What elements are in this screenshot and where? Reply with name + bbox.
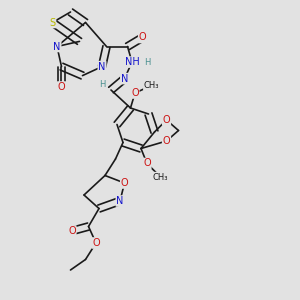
Text: O: O (92, 238, 100, 248)
Text: N: N (98, 61, 106, 72)
Text: O: O (163, 115, 170, 125)
Text: O: O (68, 226, 76, 236)
Text: N: N (53, 41, 61, 52)
Text: O: O (139, 32, 146, 43)
Text: N: N (116, 196, 124, 206)
Text: O: O (121, 178, 128, 188)
Text: O: O (131, 88, 139, 98)
Text: N: N (121, 74, 128, 84)
Text: S: S (50, 17, 56, 28)
Text: CH₃: CH₃ (153, 172, 168, 182)
Text: O: O (163, 136, 170, 146)
Text: O: O (58, 82, 65, 92)
Text: O: O (143, 158, 151, 169)
Text: H: H (144, 58, 150, 67)
Text: CH₃: CH₃ (144, 81, 159, 90)
Text: NH: NH (124, 57, 140, 67)
Text: H: H (99, 80, 105, 89)
